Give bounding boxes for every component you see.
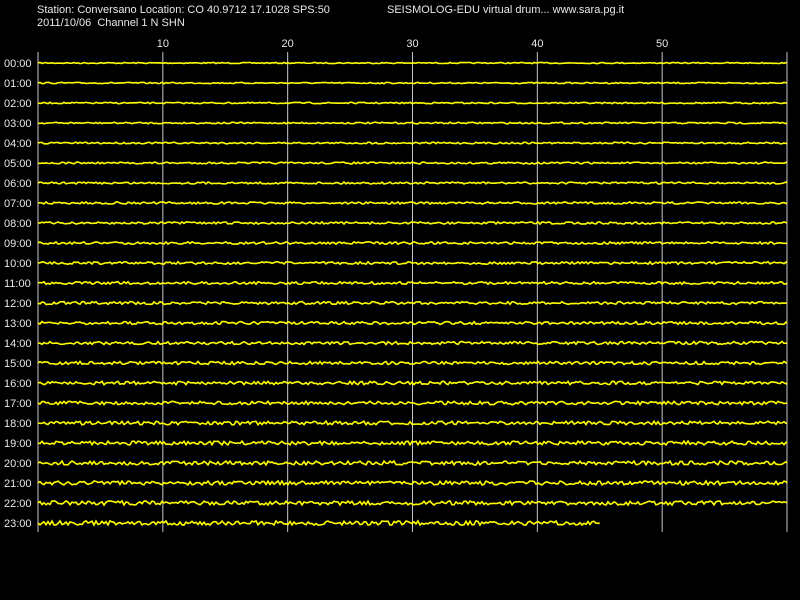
trace [37, 180, 788, 185]
x-tick-label: 40 [531, 38, 543, 50]
row-label: 06:00 [4, 178, 32, 190]
trace [37, 121, 788, 125]
row-label: 11:00 [4, 278, 31, 290]
row-label: 01:00 [4, 78, 32, 90]
trace [37, 300, 788, 306]
row-label: 23:00 [4, 518, 32, 530]
trace [37, 419, 788, 427]
row-label: 00:00 [4, 58, 32, 70]
trace [37, 479, 788, 487]
trace [37, 81, 788, 85]
row-label: 22:00 [4, 498, 32, 510]
x-tick-label: 30 [406, 38, 418, 50]
row-label: 18:00 [4, 418, 32, 430]
trace [37, 499, 788, 507]
row-label: 17:00 [4, 398, 32, 410]
trace [37, 260, 788, 266]
row-label: 07:00 [4, 198, 32, 210]
row-label: 16:00 [4, 378, 32, 390]
row-label: 14:00 [4, 338, 32, 350]
trace [37, 360, 788, 366]
row-label: 05:00 [4, 158, 32, 170]
trace [37, 141, 788, 145]
chart-subtitle: SEISMOLOG-EDU virtual drum... www.sara.p… [387, 4, 624, 16]
trace [37, 61, 788, 65]
row-label: 12:00 [4, 298, 32, 310]
row-label: 13:00 [4, 318, 32, 330]
row-label: 09:00 [4, 238, 32, 250]
row-label: 10:00 [4, 258, 32, 270]
trace [37, 379, 788, 386]
trace [37, 220, 788, 226]
row-label: 21:00 [4, 478, 32, 490]
date-channel: 2011/10/06 Channel 1 N SHN [37, 17, 185, 29]
trace [37, 320, 788, 326]
x-tick-label: 20 [282, 38, 294, 50]
trace [37, 240, 788, 246]
trace [37, 161, 788, 165]
trace [37, 399, 788, 407]
trace [37, 459, 788, 467]
trace [37, 340, 788, 346]
row-label: 08:00 [4, 218, 32, 230]
trace [37, 519, 600, 527]
row-label: 15:00 [4, 358, 32, 370]
trace [37, 280, 788, 286]
trace [37, 101, 788, 105]
row-label: 04:00 [4, 138, 32, 150]
trace [37, 439, 788, 447]
chart-title: Station: Conversano Location: CO 40.9712… [37, 4, 330, 16]
row-label: 19:00 [4, 438, 32, 450]
x-tick-label: 50 [656, 38, 668, 50]
trace [37, 200, 788, 206]
x-tick-label: 10 [157, 38, 169, 50]
row-label: 02:00 [4, 98, 32, 110]
row-label: 20:00 [4, 458, 32, 470]
row-label: 03:00 [4, 118, 32, 130]
